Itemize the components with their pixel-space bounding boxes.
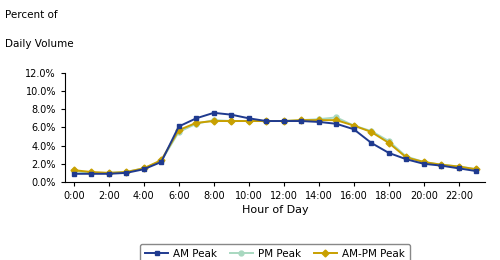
AM Peak [438, 164, 444, 167]
AM-PM Peak [158, 159, 164, 162]
AM Peak [421, 162, 427, 165]
PM Peak [193, 122, 199, 125]
AM-PM Peak [141, 167, 147, 170]
AM-PM Peak [123, 171, 129, 174]
AM Peak [106, 172, 112, 175]
AM Peak [386, 151, 392, 154]
PM Peak [176, 131, 182, 134]
AM-PM Peak [438, 163, 444, 166]
PM Peak [403, 155, 409, 158]
AM-PM Peak [211, 120, 217, 123]
AM Peak [368, 141, 374, 145]
AM Peak [176, 125, 182, 128]
AM-PM Peak [473, 168, 479, 171]
AM-PM Peak [386, 141, 392, 145]
PM Peak [211, 119, 217, 122]
AM Peak [333, 122, 339, 125]
PM Peak [386, 139, 392, 142]
Line: AM-PM Peak: AM-PM Peak [72, 118, 478, 175]
PM Peak [368, 129, 374, 133]
AM Peak [263, 120, 269, 123]
AM-PM Peak [176, 128, 182, 132]
Line: AM Peak: AM Peak [72, 110, 478, 176]
PM Peak [281, 120, 287, 123]
PM Peak [263, 120, 269, 123]
AM-PM Peak [333, 119, 339, 122]
AM Peak [88, 172, 94, 175]
AM-PM Peak [316, 119, 322, 122]
PM Peak [316, 118, 322, 121]
Text: Percent of: Percent of [5, 10, 58, 20]
AM Peak [473, 170, 479, 173]
AM-PM Peak [351, 124, 357, 127]
PM Peak [123, 171, 129, 174]
PM Peak [158, 159, 164, 163]
AM Peak [158, 160, 164, 164]
PM Peak [298, 119, 304, 122]
AM Peak [71, 172, 77, 175]
Text: Daily Volume: Daily Volume [5, 39, 73, 49]
AM-PM Peak [298, 119, 304, 122]
PM Peak [88, 171, 94, 174]
PM Peak [456, 165, 462, 168]
AM Peak [281, 120, 287, 123]
PM Peak [351, 124, 357, 127]
PM Peak [333, 116, 339, 119]
PM Peak [246, 120, 252, 123]
PM Peak [421, 160, 427, 164]
AM-PM Peak [193, 121, 199, 125]
AM Peak [193, 117, 199, 120]
AM-PM Peak [403, 156, 409, 159]
AM Peak [123, 171, 129, 174]
PM Peak [141, 167, 147, 170]
PM Peak [71, 170, 77, 173]
AM Peak [351, 128, 357, 131]
X-axis label: Hour of Day: Hour of Day [242, 205, 308, 215]
AM-PM Peak [281, 120, 287, 123]
AM-PM Peak [228, 120, 234, 123]
AM-PM Peak [246, 120, 252, 123]
AM Peak [211, 111, 217, 114]
AM Peak [298, 120, 304, 123]
PM Peak [106, 171, 112, 174]
PM Peak [438, 163, 444, 166]
AM-PM Peak [106, 171, 112, 174]
PM Peak [228, 120, 234, 123]
AM-PM Peak [71, 168, 77, 172]
AM-PM Peak [88, 171, 94, 174]
AM Peak [456, 167, 462, 170]
PM Peak [473, 168, 479, 171]
AM Peak [141, 168, 147, 171]
AM Peak [228, 113, 234, 116]
AM-PM Peak [368, 131, 374, 134]
AM-PM Peak [263, 120, 269, 123]
AM-PM Peak [456, 165, 462, 168]
AM Peak [316, 120, 322, 124]
AM-PM Peak [421, 160, 427, 164]
AM Peak [246, 117, 252, 120]
AM Peak [403, 158, 409, 161]
Line: PM Peak: PM Peak [72, 115, 478, 175]
Legend: AM Peak, PM Peak, AM-PM Peak: AM Peak, PM Peak, AM-PM Peak [140, 244, 410, 260]
